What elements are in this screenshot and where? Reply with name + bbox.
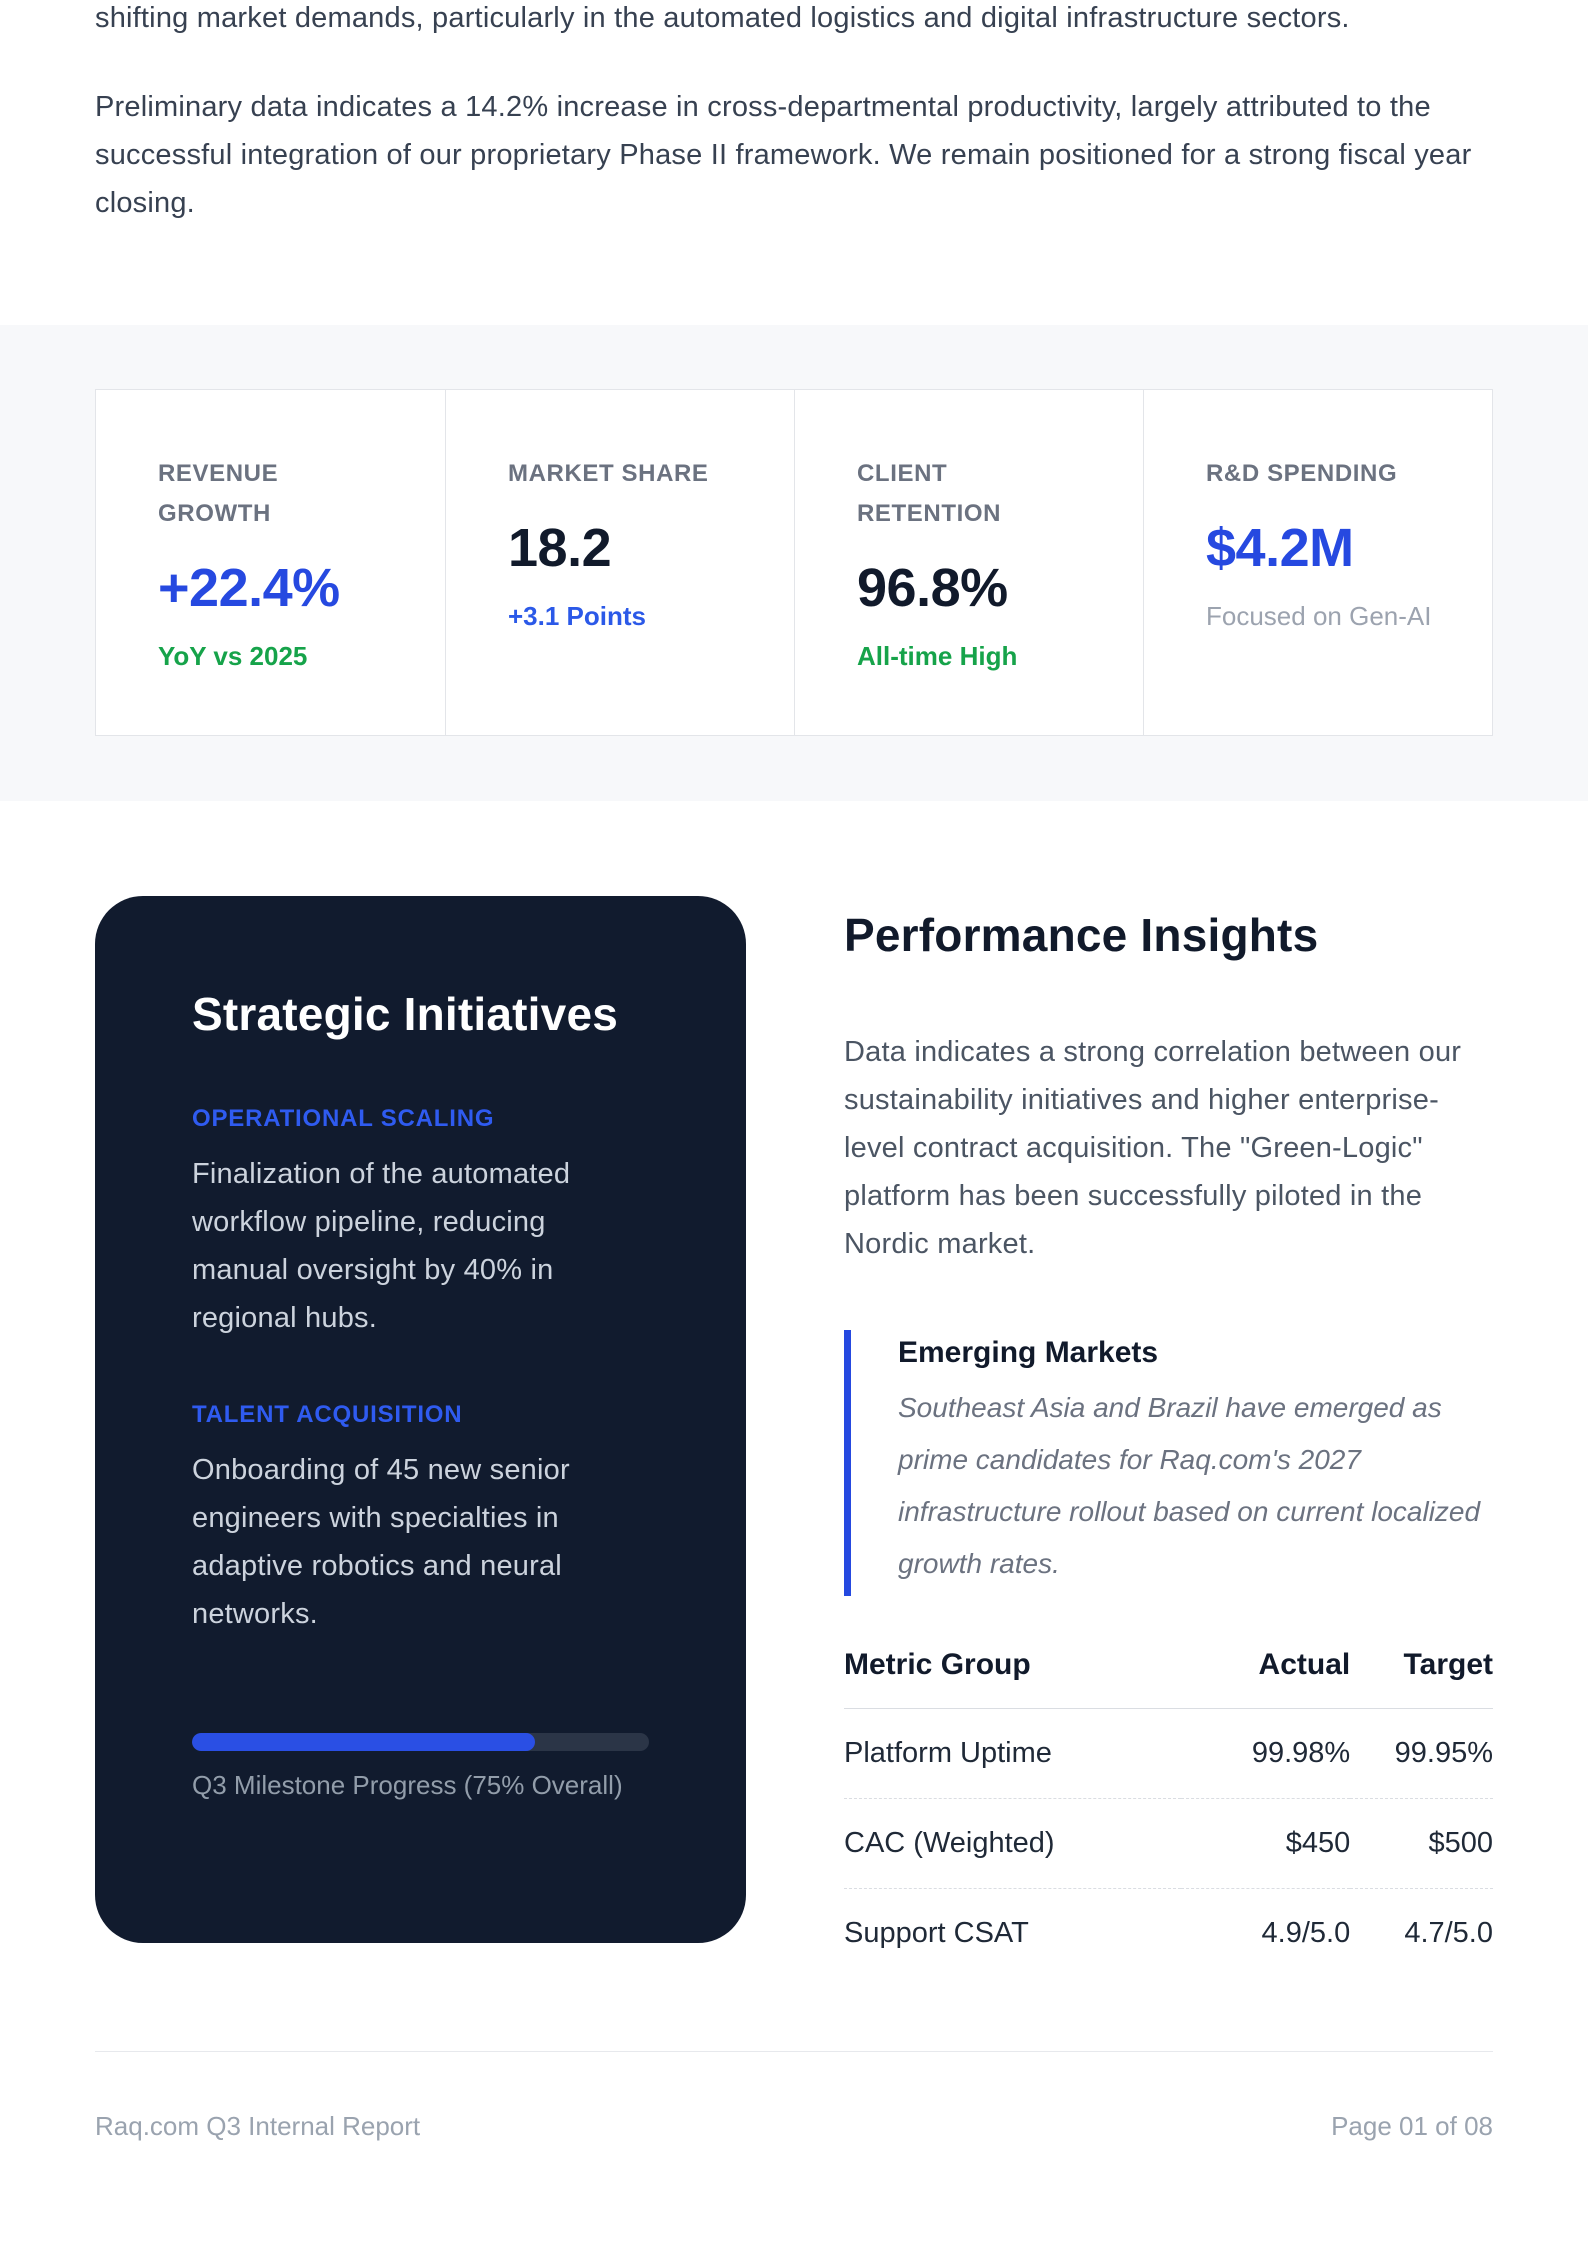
page-footer: Raq.com Q3 Internal Report Page 01 of 08 — [95, 2051, 1493, 2144]
kpi-card-market-share: MARKET SHARE 18.2 +3.1 Points — [445, 390, 794, 735]
emerging-markets-quote: Emerging Markets Southeast Asia and Braz… — [844, 1330, 1493, 1596]
milestone-progress-fill — [192, 1733, 535, 1751]
kpi-value: 18.2 — [508, 518, 612, 578]
metric-actual: $450 — [1181, 1798, 1351, 1889]
strategic-initiatives-card: Strategic Initiatives OPERATIONAL SCALIN… — [95, 896, 746, 1943]
metric-target: 4.7/5.0 — [1404, 1917, 1493, 1949]
performance-insights-title: Performance Insights — [844, 909, 1319, 961]
metric-name: CAC (Weighted) — [844, 1798, 1182, 1889]
kpi-label: MARKET SHARE — [508, 460, 709, 487]
kpi-subtext: +3.1 Points — [508, 601, 646, 631]
table-row: CAC (Weighted) $450 $500 — [844, 1798, 1493, 1889]
kpi-subtext: All-time High — [857, 641, 1018, 671]
kpi-label: R&D SPENDING — [1206, 460, 1398, 487]
metric-target: $500 — [1350, 1798, 1493, 1889]
metrics-header-metric-group: Metric Group — [844, 1648, 1182, 1709]
metric-actual: 4.9/5.0 — [1261, 1917, 1351, 1949]
performance-insights-paragraph: Data indicates a strong correlation betw… — [844, 1036, 1462, 1260]
report-page: shifting market demands, particularly in… — [0, 0, 1588, 2144]
talent-acquisition-text: Onboarding of 45 new senior engineers wi… — [192, 1454, 570, 1630]
milestone-progress-bar — [192, 1733, 649, 1751]
kpi-label: REVENUE GROWTH — [158, 460, 279, 527]
main-two-column-section: Strategic Initiatives OPERATIONAL SCALIN… — [95, 896, 1493, 1978]
kpi-band: REVENUE GROWTH +22.4% YoY vs 2025 MARKET… — [0, 325, 1588, 801]
kpi-value: 96.8% — [857, 558, 1008, 618]
intro-paragraph-1: shifting market demands, particularly in… — [95, 2, 1350, 34]
emerging-markets-quote-text: Southeast Asia and Brazil have emerged a… — [898, 1392, 1481, 1579]
metrics-table-header-row: Metric Group Actual Target — [844, 1648, 1493, 1709]
footer-report-name: Raq.com Q3 Internal Report — [95, 2111, 421, 2141]
metric-name: Support CSAT — [844, 1917, 1029, 1949]
table-row: Support CSAT 4.9/5.0 4.7/5.0 — [844, 1889, 1493, 1979]
milestone-progress-label: Q3 Milestone Progress (75% Overall) — [192, 1770, 623, 1800]
metric-name: Platform Uptime — [844, 1708, 1182, 1799]
table-row: Platform Uptime 99.98% 99.95% — [844, 1708, 1493, 1799]
metric-actual: 99.98% — [1181, 1708, 1351, 1799]
kpi-label: CLIENT RETENTION — [857, 460, 1002, 527]
metric-target: 99.95% — [1350, 1708, 1493, 1799]
kpi-subtext: YoY vs 2025 — [158, 641, 308, 671]
section-label-talent-acquisition: TALENT ACQUISITION — [192, 1401, 463, 1428]
metrics-header-actual: Actual — [1181, 1648, 1351, 1709]
strategic-initiatives-title: Strategic Initiatives — [192, 988, 619, 1040]
footer-divider — [95, 2051, 1493, 2052]
performance-insights-column: Performance Insights Data indicates a st… — [844, 896, 1493, 1978]
kpi-card-rd-spending: R&D SPENDING $4.2M Focused on Gen-AI — [1143, 390, 1492, 735]
kpi-subtext: Focused on Gen-AI — [1206, 601, 1432, 631]
kpi-value: +22.4% — [158, 558, 340, 618]
metrics-table: Metric Group Actual Target Platform Upti… — [844, 1648, 1493, 1978]
metrics-header-target: Target — [1350, 1648, 1493, 1709]
kpi-card-row: REVENUE GROWTH +22.4% YoY vs 2025 MARKET… — [95, 389, 1493, 736]
section-label-operational-scaling: OPERATIONAL SCALING — [192, 1105, 495, 1132]
kpi-value: $4.2M — [1206, 518, 1354, 578]
operational-scaling-text: Finalization of the automated workflow p… — [192, 1158, 571, 1334]
intro-paragraph-2: Preliminary data indicates a 14.2% incre… — [95, 91, 1472, 219]
kpi-card-client-retention: CLIENT RETENTION 96.8% All-time High — [794, 390, 1143, 735]
footer-page-number: Page 01 of 08 — [1331, 2111, 1493, 2141]
emerging-markets-quote-title: Emerging Markets — [898, 1336, 1159, 1369]
intro-section: shifting market demands, particularly in… — [95, 0, 1493, 227]
kpi-card-revenue-growth: REVENUE GROWTH +22.4% YoY vs 2025 — [96, 390, 445, 735]
